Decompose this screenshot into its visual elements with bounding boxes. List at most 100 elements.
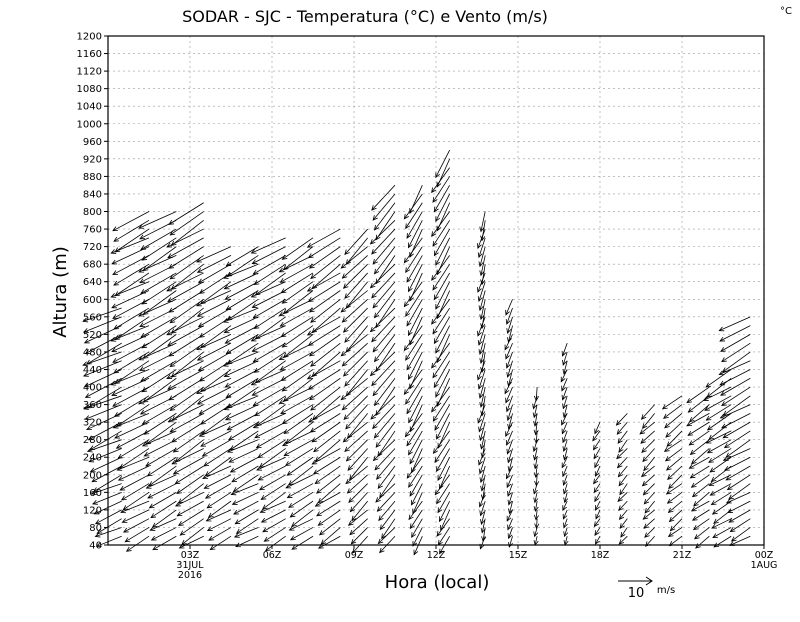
wind-vector-head [507, 423, 513, 430]
wind-vector-shaft [432, 307, 451, 334]
wind-vector-shaft [666, 483, 683, 495]
wind-vector-shaft [406, 342, 423, 370]
wind-barb-profiles [82, 149, 751, 556]
wind-vector-shaft [375, 483, 396, 503]
wind-vector-shaft [167, 281, 204, 302]
wind-vector-shaft [689, 404, 710, 423]
wind-vector-head [711, 523, 717, 529]
wind-vector-shaft [310, 386, 341, 411]
wind-vector-shaft [309, 334, 341, 357]
wind-vector-head [479, 435, 484, 442]
wind-vector-shaft [669, 509, 683, 522]
wind-vector-shaft [594, 421, 601, 434]
wind-vector-shaft [254, 395, 286, 417]
wind-vector-head [562, 403, 567, 410]
wind-vector-head [668, 483, 674, 490]
wind-vector-shaft [534, 457, 538, 469]
wind-vector-shaft [199, 360, 232, 382]
wind-vector-shaft [372, 369, 396, 396]
wind-vector-shaft [197, 298, 232, 317]
wind-vector-shaft [432, 395, 451, 422]
wind-vector-head [375, 410, 381, 416]
wind-vector-shaft [704, 395, 732, 411]
wind-vector-head [279, 365, 286, 371]
y-tick-label: 120 [83, 505, 102, 516]
wind-vector-head [311, 371, 318, 378]
wind-vector-head [433, 382, 439, 389]
wind-vector-shaft [83, 395, 122, 410]
wind-vector-head [404, 431, 411, 438]
wind-vector-shaft [224, 360, 259, 377]
wind-vector-shaft [728, 483, 751, 500]
wind-vector-shaft [344, 272, 368, 299]
wind-vector-head [166, 242, 172, 248]
wind-vector-shaft [409, 360, 423, 389]
x-tick-sublabel: 2016 [178, 570, 202, 581]
wind-vector-head [291, 521, 297, 528]
wind-vector-shaft [375, 211, 396, 240]
wind-vector-shaft [371, 184, 396, 211]
wind-vector-head [595, 513, 601, 520]
wind-vector-head [138, 311, 145, 317]
wind-vector-head [196, 399, 203, 405]
wind-vector-shaft [707, 439, 732, 454]
wind-vector-shaft [439, 500, 451, 522]
wind-vector-shaft [617, 456, 628, 468]
wind-vector-head [371, 380, 377, 387]
wind-vector-head [369, 239, 376, 245]
wind-vector-head [94, 532, 101, 538]
wind-vector-shaft [257, 439, 286, 458]
wind-vector-shaft [508, 492, 513, 505]
wind-vector-head [148, 503, 155, 509]
wind-vector-head [373, 432, 380, 439]
wind-vector-head [412, 540, 418, 547]
wind-vector-shaft [617, 492, 628, 502]
wind-vector-shaft [693, 492, 710, 507]
wind-vector-head [317, 497, 324, 504]
wind-vector-shaft [662, 395, 683, 410]
wind-vector-head [286, 493, 293, 499]
wind-vector-head [226, 271, 233, 277]
wind-vector-head [478, 468, 484, 475]
wind-vector-head [174, 501, 181, 507]
wind-vector-head [278, 355, 285, 360]
wind-vector-head [349, 529, 355, 536]
wind-vector-shaft [377, 430, 396, 457]
wind-vector-shaft [371, 272, 396, 299]
wind-vector-shaft [689, 456, 710, 469]
wind-vector-shaft [563, 509, 568, 520]
wind-vector-shaft [381, 518, 396, 539]
wind-vector-head [505, 353, 510, 360]
wind-vector-head [316, 511, 322, 517]
wind-vector-shaft [409, 316, 423, 345]
wind-vector-shaft [692, 483, 710, 497]
wind-vector-head [255, 443, 262, 449]
wind-vector-head [87, 435, 94, 441]
wind-vector-head [223, 328, 230, 334]
wind-profile-column [532, 387, 540, 546]
wind-vector-head [644, 507, 650, 514]
wind-vector-shaft [168, 334, 204, 357]
wind-vector-head [478, 261, 484, 268]
wind-vector-shaft [506, 430, 513, 446]
wind-vector-shaft [664, 439, 683, 452]
wind-vector-head [176, 488, 182, 495]
wind-vector-shaft [282, 369, 314, 392]
wind-vector-shaft [232, 491, 259, 505]
wind-vector-head [124, 537, 131, 543]
wind-vector-shaft [140, 228, 177, 250]
wind-vector-head [142, 266, 149, 272]
wind-vector-shaft [173, 456, 204, 475]
wind-vector-head [480, 279, 486, 286]
wind-vector-shaft [374, 448, 396, 471]
wind-vector-shaft [642, 474, 655, 487]
wind-vector-shaft [202, 413, 232, 435]
wind-vector-head [117, 453, 124, 459]
wind-vector-head [254, 411, 260, 417]
wind-vector-shaft [252, 290, 286, 308]
wind-profile-column [278, 237, 314, 550]
wind-vector-shaft [170, 386, 204, 411]
wind-vector-head [281, 419, 288, 425]
wind-vector-head [342, 371, 349, 377]
wind-vector-head [432, 415, 438, 422]
